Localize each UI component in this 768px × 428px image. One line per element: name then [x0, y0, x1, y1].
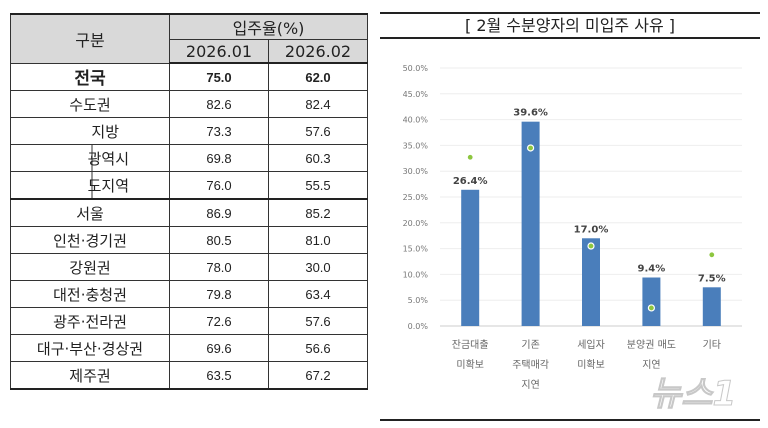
scatter-point: [708, 251, 716, 259]
header-period: 2026.01: [169, 39, 269, 64]
cell-value: 78.0: [169, 253, 269, 281]
header-rate: 입주율(%): [169, 13, 368, 40]
y-tick-label: 0.0%: [408, 322, 429, 331]
cell-value: 62.0: [268, 62, 368, 91]
table-row: 서울 86.9 85.2: [10, 198, 368, 227]
y-tick-label: 40.0%: [403, 116, 429, 125]
x-tick-label: 기타: [703, 339, 721, 351]
table-row: 전국 75.0 62.0: [10, 62, 368, 91]
scatter-point: [647, 304, 655, 312]
cell-value: 79.8: [169, 280, 269, 308]
table-row: 제주권 63.5 67.2: [10, 361, 368, 390]
cell-value: 69.6: [169, 334, 269, 362]
cell-value: 67.2: [268, 361, 368, 390]
cell-value: 82.6: [169, 90, 269, 118]
bar: [582, 238, 600, 326]
cell-value: 57.6: [268, 117, 368, 145]
x-tick-label: 미확보: [456, 359, 484, 371]
row-label: 인천·경기권: [10, 226, 170, 254]
cell-value: 57.6: [268, 307, 368, 335]
x-tick-label: 기존: [521, 339, 539, 351]
y-tick-label: 35.0%: [403, 141, 429, 150]
row-label: 수도권: [10, 90, 170, 118]
bar: [461, 189, 480, 326]
cell-value: 75.0: [169, 62, 269, 91]
row-label: 서울: [10, 198, 170, 227]
cell-value: 72.6: [169, 307, 269, 335]
data-label: 7.5%: [698, 273, 726, 284]
watermark-logo: 뉴스1: [650, 374, 736, 414]
row-label: 대구·부산·경상권: [10, 334, 170, 362]
row-label: 광역시: [10, 144, 170, 172]
x-tick-label: 세입자: [577, 338, 605, 351]
cell-value: 63.5: [169, 361, 269, 390]
y-tick-label: 5.0%: [408, 296, 429, 305]
cell-value: 63.4: [268, 280, 368, 308]
table-row: 대구·부산·경상권 69.6 56.6: [10, 334, 368, 362]
table-row: 대전·충청권 79.8 63.4: [10, 280, 368, 308]
row-label: 제주권: [10, 361, 170, 390]
x-tick-label: 분양권 매도: [627, 339, 676, 351]
header-category: 구분: [10, 13, 170, 64]
y-tick-label: 20.0%: [403, 219, 429, 228]
bar: [642, 277, 661, 326]
table-row: 광역시 69.8 60.3: [10, 144, 368, 172]
table-row: 인천·경기권 80.5 81.0: [10, 226, 368, 254]
data-label: 39.6%: [513, 108, 548, 119]
y-tick-label: 10.0%: [403, 270, 429, 279]
cell-value: 85.2: [268, 198, 368, 227]
y-tick-label: 50.0%: [403, 64, 429, 73]
cell-value: 86.9: [169, 198, 269, 227]
chart: [ 2월 수분양자의 미입주 사유 ] 0.0% 5.0% 10.0% 15.0% 20.…: [380, 12, 760, 421]
cell-value: 55.5: [268, 171, 368, 200]
table-row: 강원권 78.0 30.0: [10, 253, 368, 281]
x-tick-label: 잔금대출: [452, 339, 489, 351]
row-label: 대전·충청권: [10, 280, 170, 308]
occupancy-rate-table: 구분 입주율(%) 2026.01 2026.02 전국 75.0 62.0 수도권 8…: [10, 13, 368, 390]
cell-value: 81.0: [268, 226, 368, 254]
cell-value: 56.6: [268, 334, 368, 362]
row-label: 전국: [10, 62, 170, 91]
cell-value: 60.3: [268, 144, 368, 172]
y-tick-label: 15.0%: [403, 245, 429, 254]
bar: [702, 287, 721, 326]
row-label: 지방: [10, 117, 170, 145]
chart-title: [ 2월 수분양자의 미입주 사유 ]: [465, 16, 675, 35]
data-label: 26.4%: [453, 176, 488, 187]
x-tick-label: 미확보: [577, 359, 605, 371]
header-period: 2026.02: [268, 39, 368, 64]
x-tick-label: 지연: [521, 379, 539, 391]
table-row: 지방 73.3 57.6: [10, 117, 368, 145]
cell-value: 82.4: [268, 90, 368, 118]
y-tick-label: 45.0%: [403, 90, 429, 99]
x-tick-label: 지연: [642, 359, 660, 371]
x-tick-label: 주택매각: [512, 359, 549, 371]
scatter-point: [587, 242, 595, 250]
cell-value: 69.8: [169, 144, 269, 172]
cell-value: 30.0: [268, 253, 368, 281]
bar: [521, 121, 540, 326]
cell-value: 76.0: [169, 171, 269, 200]
y-tick-label: 25.0%: [403, 193, 429, 202]
scatter-point: [466, 153, 474, 161]
y-tick-label: 30.0%: [403, 167, 429, 176]
row-label: 강원권: [10, 253, 170, 281]
cell-value: 73.3: [169, 117, 269, 145]
table-row: 광주·전라권 72.6 57.6: [10, 307, 368, 335]
data-label: 9.4%: [638, 263, 666, 274]
cell-value: 80.5: [169, 226, 269, 254]
data-label: 17.0%: [574, 224, 609, 235]
table-row: 도지역 76.0 55.5: [10, 171, 368, 200]
table-row: 수도권 82.6 82.4: [10, 90, 368, 118]
scatter-point: [527, 144, 535, 152]
row-label: 도지역: [10, 171, 170, 200]
row-label: 광주·전라권: [10, 307, 170, 335]
